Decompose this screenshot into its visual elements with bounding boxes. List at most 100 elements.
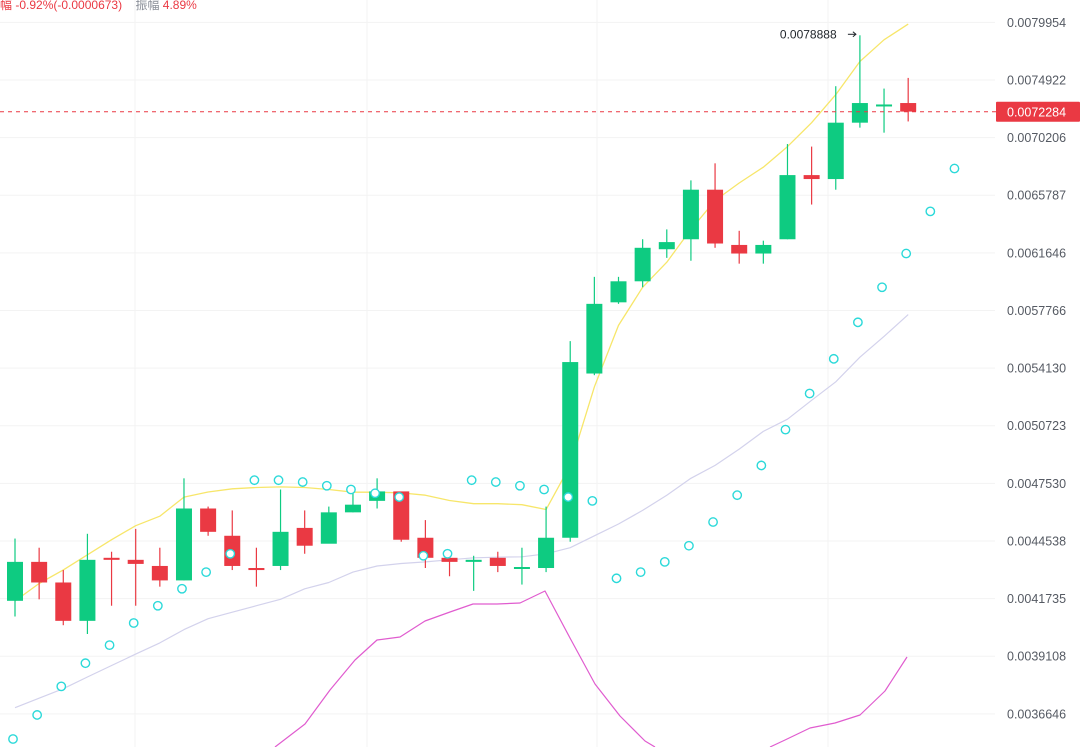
candle-body bbox=[562, 362, 579, 538]
sar-dot bbox=[152, 600, 163, 611]
candle-body bbox=[900, 103, 917, 112]
candle-body bbox=[55, 582, 72, 621]
amplitude-label: 振幅 bbox=[135, 0, 160, 12]
candle-up bbox=[320, 506, 337, 544]
y-tick-label: 0.0047530 bbox=[1007, 477, 1066, 491]
price-tag-label: 0.0072284 bbox=[1007, 105, 1066, 119]
candle-body bbox=[7, 561, 23, 601]
candle-down bbox=[151, 547, 168, 587]
sar-dot bbox=[780, 424, 791, 435]
change-label: 幅 bbox=[0, 0, 13, 12]
candle-body bbox=[586, 303, 603, 374]
indicator-segment bbox=[274, 590, 656, 747]
candle-up bbox=[272, 489, 289, 571]
candle-body bbox=[344, 504, 361, 513]
candle-body bbox=[513, 567, 530, 570]
sar-dot bbox=[901, 248, 912, 259]
candle-up bbox=[562, 341, 579, 542]
sar-dot bbox=[418, 550, 429, 561]
sar-dot bbox=[370, 488, 380, 499]
candle-body bbox=[393, 491, 410, 540]
sar-dot bbox=[32, 710, 43, 720]
candle-body bbox=[489, 557, 506, 566]
change-value: -0.92%(-0.0000673) bbox=[15, 0, 123, 12]
candle-body bbox=[682, 189, 699, 240]
sar-dot bbox=[828, 353, 839, 364]
candle-body bbox=[731, 244, 748, 254]
candle-down bbox=[900, 77, 917, 122]
sar-dot bbox=[128, 618, 139, 628]
candle-up bbox=[610, 276, 627, 304]
candle-down bbox=[489, 551, 506, 573]
y-tick-label: 0.0065787 bbox=[1007, 189, 1066, 203]
ma-slow-segment bbox=[14, 314, 909, 709]
y-tick-label: 0.0041735 bbox=[1007, 592, 1066, 606]
candle-up bbox=[779, 144, 796, 240]
sar-dot bbox=[515, 480, 525, 491]
high-annotation: 0.0078888 bbox=[780, 27, 857, 41]
candle-up bbox=[7, 538, 23, 617]
sar-dot bbox=[490, 477, 501, 487]
sar-dots bbox=[8, 163, 960, 744]
candle-down bbox=[803, 146, 820, 205]
candle-body bbox=[634, 247, 651, 282]
candle-down bbox=[200, 506, 217, 536]
sar-dot bbox=[756, 460, 767, 471]
candle-up bbox=[827, 86, 844, 190]
y-tick-label: 0.0061646 bbox=[1007, 246, 1066, 260]
candle-up bbox=[682, 180, 699, 261]
sar-dot bbox=[635, 567, 646, 578]
candle-body bbox=[151, 565, 168, 581]
candle-body bbox=[200, 508, 217, 532]
candle-body bbox=[175, 508, 192, 581]
sar-dot bbox=[659, 556, 670, 567]
y-tick-label: 0.0039108 bbox=[1007, 650, 1066, 664]
candle-up bbox=[634, 239, 651, 288]
candle-body bbox=[320, 512, 337, 544]
candle-body bbox=[538, 537, 555, 569]
sar-dot bbox=[442, 548, 453, 559]
sar-dot bbox=[877, 282, 887, 293]
candle-down bbox=[55, 570, 72, 626]
candle-up bbox=[465, 555, 482, 591]
candle-down bbox=[224, 510, 241, 571]
sar-dot bbox=[225, 548, 236, 559]
candle-body bbox=[827, 122, 844, 180]
candle-body bbox=[79, 559, 96, 621]
ticker-header: 幅 -0.92%(-0.0000673) 振幅 4.89% bbox=[0, 0, 197, 13]
candle-up bbox=[175, 478, 192, 581]
candle-down bbox=[127, 528, 144, 606]
sar-dot bbox=[297, 477, 308, 487]
candle-down bbox=[248, 547, 265, 587]
sar-dot bbox=[684, 540, 694, 551]
sar-dot bbox=[732, 490, 743, 501]
y-tick-label: 0.0070206 bbox=[1007, 131, 1066, 145]
y-tick-label: 0.0074922 bbox=[1007, 74, 1066, 88]
sar-dot bbox=[708, 517, 718, 527]
sar-dot bbox=[249, 475, 260, 486]
candle-up bbox=[851, 35, 868, 128]
candle-down bbox=[707, 163, 724, 248]
candle-down bbox=[296, 510, 313, 554]
sar-dot bbox=[80, 658, 91, 669]
candle-down bbox=[31, 547, 48, 600]
candle-down bbox=[103, 551, 120, 606]
sar-dot bbox=[394, 492, 405, 502]
sar-dot bbox=[853, 317, 863, 328]
sar-dot bbox=[949, 163, 960, 174]
candles bbox=[7, 35, 917, 635]
candle-body bbox=[779, 175, 796, 240]
candle-body bbox=[127, 559, 144, 564]
candle-body bbox=[248, 568, 265, 571]
sar-dot bbox=[563, 492, 574, 502]
y-tick-label: 0.0079954 bbox=[1007, 16, 1066, 30]
candle-body bbox=[31, 561, 48, 583]
candle-up bbox=[658, 229, 675, 258]
high-annotation-label: 0.0078888 bbox=[780, 27, 837, 41]
sar-dot bbox=[611, 573, 622, 584]
candle-up bbox=[876, 88, 893, 133]
y-tick-label: 0.0044538 bbox=[1007, 534, 1066, 548]
candle-body bbox=[658, 242, 675, 250]
candle-body bbox=[803, 175, 820, 180]
